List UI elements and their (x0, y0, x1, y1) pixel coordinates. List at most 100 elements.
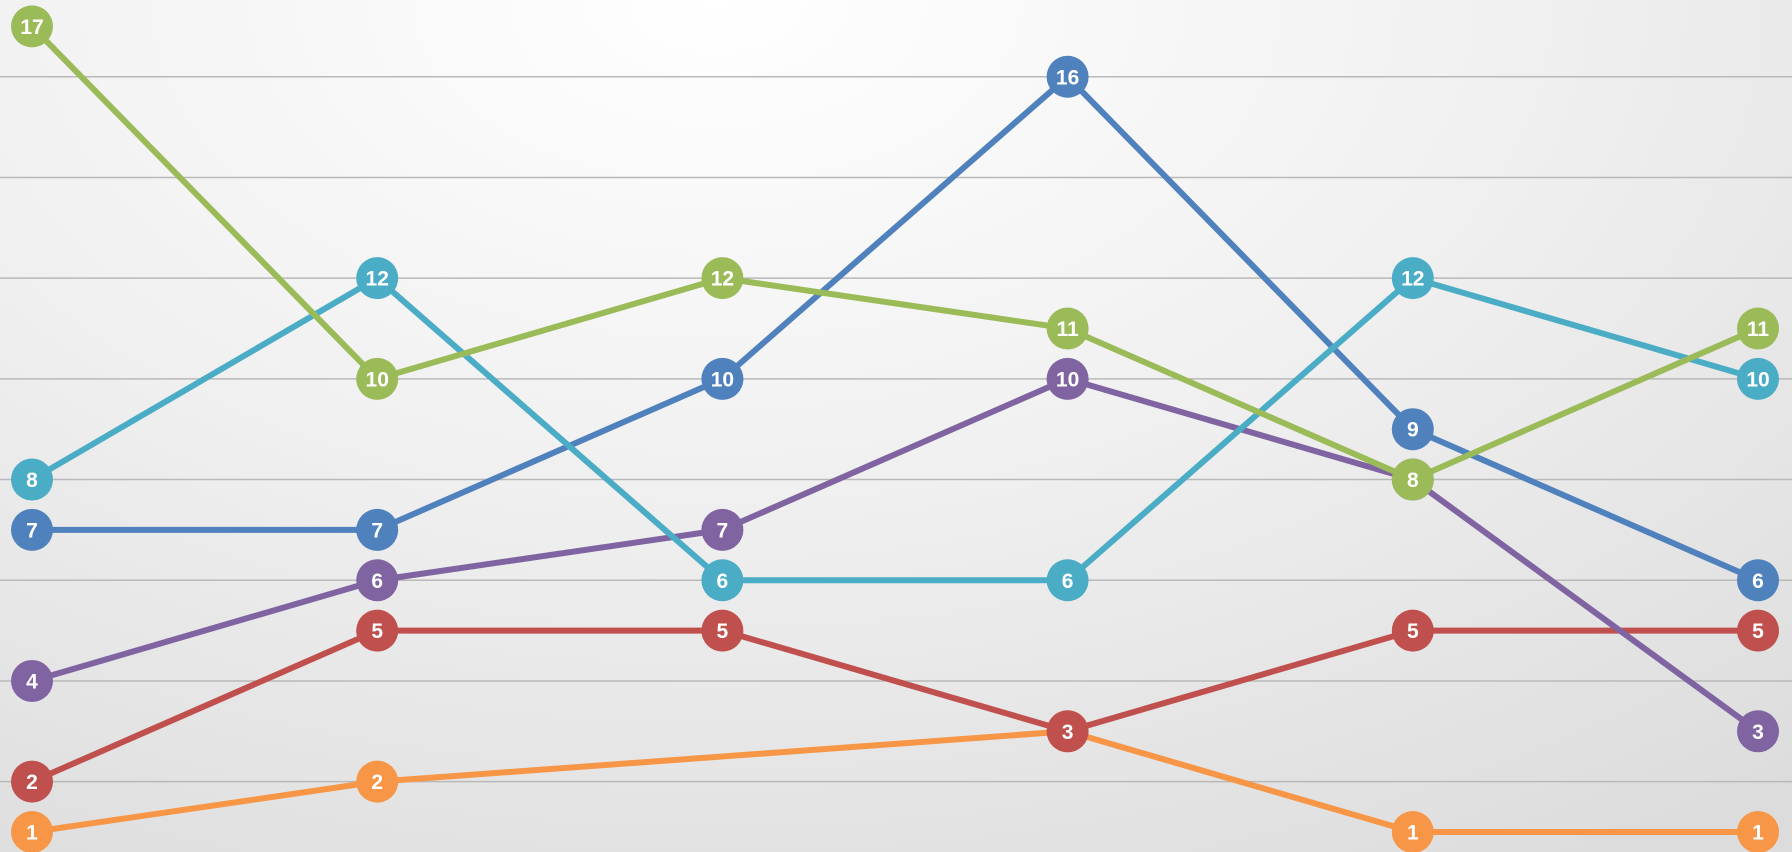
data-label: 12 (711, 268, 734, 291)
data-point: 2 (11, 760, 53, 803)
data-point: 6 (701, 559, 744, 602)
data-point: 2 (356, 760, 399, 803)
data-point: 3 (1046, 710, 1089, 753)
data-label: 9 (1407, 419, 1419, 442)
data-label: 7 (717, 519, 729, 542)
data-label: 8 (1407, 469, 1419, 492)
data-label: 17 (20, 16, 43, 39)
data-point: 6 (1046, 559, 1089, 602)
data-point: 10 (701, 357, 744, 400)
data-marker (701, 559, 744, 602)
series-line-6 (29, 24, 1760, 483)
data-label: 5 (717, 620, 729, 643)
data-point: 7 (356, 508, 399, 551)
series-line-2 (30, 627, 1758, 785)
data-label: 4 (26, 670, 38, 693)
data-point: 5 (1391, 609, 1434, 652)
data-label: 10 (1056, 368, 1079, 391)
data-point: 11 (1737, 307, 1779, 350)
data-point: 5 (1737, 609, 1779, 652)
data-label: 12 (366, 268, 389, 291)
data-markers: 1231125535546710837710169681266121017101… (11, 5, 1779, 852)
data-point: 9 (1391, 408, 1434, 451)
data-marker (1046, 307, 1089, 350)
data-point: 8 (11, 458, 53, 501)
data-marker (356, 357, 399, 400)
data-point: 4 (11, 659, 53, 702)
data-marker (1046, 559, 1089, 602)
data-marker (356, 760, 399, 803)
data-point: 10 (1737, 357, 1779, 400)
data-label: 16 (1056, 66, 1079, 89)
data-label: 5 (1752, 620, 1764, 643)
data-label: 1 (1752, 822, 1764, 845)
data-point: 12 (1391, 257, 1434, 300)
data-label: 3 (1752, 721, 1764, 744)
data-label: 6 (1062, 570, 1074, 593)
data-marker (11, 659, 53, 702)
data-marker (11, 760, 53, 803)
data-marker (356, 609, 399, 652)
data-marker (1737, 710, 1779, 753)
data-marker (1391, 257, 1434, 300)
data-marker (1391, 458, 1434, 501)
data-point: 1 (1737, 811, 1779, 852)
data-point: 6 (1737, 559, 1779, 602)
data-label: 1 (1407, 822, 1419, 845)
data-point: 10 (356, 357, 399, 400)
data-point: 12 (356, 257, 399, 300)
data-point: 10 (1046, 357, 1089, 400)
data-label: 3 (1062, 721, 1074, 744)
data-point: 7 (11, 508, 53, 551)
data-marker (1737, 609, 1779, 652)
data-label: 2 (26, 771, 38, 794)
data-label: 2 (371, 771, 383, 794)
data-point: 16 (1046, 55, 1089, 98)
data-point: 5 (356, 609, 399, 652)
data-point: 17 (11, 5, 53, 48)
series-lines (29, 24, 1760, 835)
data-point: 5 (701, 609, 744, 652)
data-marker (356, 257, 399, 300)
data-label: 11 (1056, 318, 1079, 341)
data-label: 6 (717, 570, 729, 593)
data-marker (11, 811, 53, 852)
data-marker (701, 609, 744, 652)
data-marker (701, 357, 744, 400)
data-marker (1391, 811, 1434, 852)
data-marker (356, 559, 399, 602)
data-marker (1391, 609, 1434, 652)
series-line-3 (31, 375, 1760, 734)
data-marker (1046, 357, 1089, 400)
data-marker (701, 508, 744, 551)
data-point: 3 (1737, 710, 1779, 753)
data-label: 8 (26, 469, 38, 492)
data-point: 12 (701, 257, 744, 300)
data-label: 10 (1746, 368, 1769, 391)
data-label: 12 (1401, 268, 1424, 291)
data-point: 11 (1046, 307, 1089, 350)
data-marker (11, 458, 53, 501)
data-marker (1046, 710, 1089, 753)
data-marker (1046, 55, 1089, 98)
data-marker (701, 257, 744, 300)
data-marker (1737, 559, 1779, 602)
series-line-5 (30, 275, 1759, 584)
data-marker (1737, 811, 1779, 852)
data-marker (11, 5, 53, 48)
data-marker (11, 508, 53, 551)
data-label: 10 (366, 368, 389, 391)
data-marker (1391, 408, 1434, 451)
data-point: 7 (701, 508, 744, 551)
data-label: 11 (1747, 318, 1770, 341)
data-marker (1737, 357, 1779, 400)
data-label: 6 (371, 570, 383, 593)
data-point: 8 (1391, 458, 1434, 501)
data-label: 5 (371, 620, 383, 643)
data-point: 1 (11, 811, 53, 852)
data-point: 6 (356, 559, 399, 602)
data-point: 1 (1391, 811, 1434, 852)
data-label: 5 (1407, 620, 1419, 643)
